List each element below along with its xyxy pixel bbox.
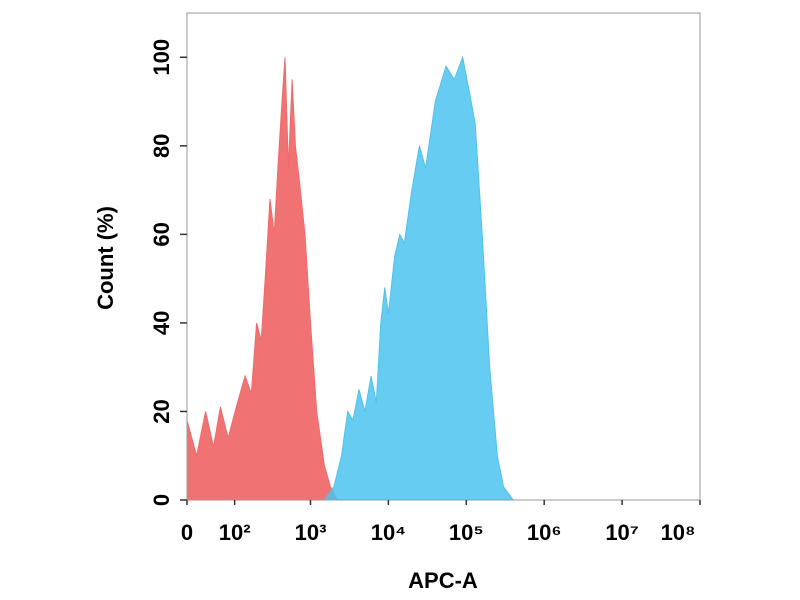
y-tick-label: 0 [149, 494, 174, 506]
y-tick-label: 40 [149, 311, 174, 335]
area [186, 57, 339, 501]
x-tick-label: 10³ [295, 520, 327, 545]
y-tick-label: 100 [149, 39, 174, 76]
x-tick-label: 0 [181, 520, 193, 545]
area [323, 55, 515, 501]
x-tick-label: 10⁷ [605, 520, 639, 545]
y-axis-title: Count (%) [93, 206, 118, 310]
plot-frame [186, 12, 701, 501]
x-tick-label: 10⁵ [449, 520, 484, 545]
x-tick-label: 10⁸ [661, 520, 696, 545]
x-tick-label: 10² [219, 520, 251, 545]
y-tick-label: 60 [149, 222, 174, 246]
y-tick-label: 80 [149, 134, 174, 158]
x-axis-title: APC-A [408, 568, 478, 593]
y-tick-label: 20 [149, 399, 174, 423]
x-tick-label: 10⁶ [527, 520, 562, 545]
x-tick-label: 10⁴ [371, 520, 406, 545]
